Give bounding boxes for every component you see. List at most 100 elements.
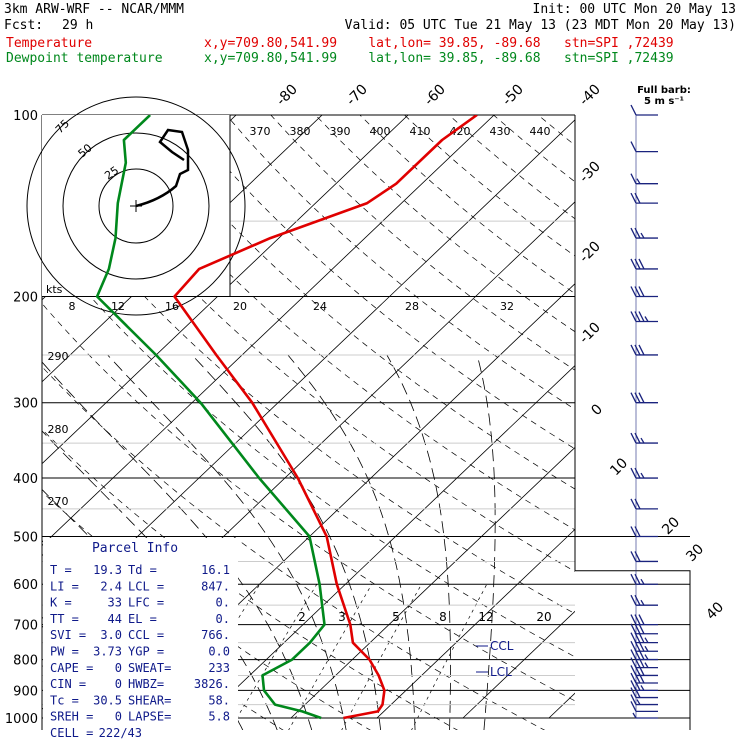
parcel-info-value: 0.0 bbox=[208, 645, 230, 659]
parcel-info-key: YGP = bbox=[128, 645, 164, 659]
dry-adiabat-label: 270 bbox=[48, 495, 69, 508]
wind-barb bbox=[630, 701, 658, 713]
pressure-label: 100 bbox=[13, 109, 38, 124]
wind-barb bbox=[630, 694, 658, 706]
barb-legend-unit: 5 m s⁻¹ bbox=[644, 96, 684, 107]
isotherm-label: -30 bbox=[576, 158, 603, 185]
isotherm-label: 40 bbox=[703, 599, 727, 623]
pressure-label: 800 bbox=[13, 654, 38, 669]
wind-barb bbox=[630, 392, 658, 404]
speed-tick-label: 20 bbox=[233, 300, 247, 313]
parcel-info-value: 58. bbox=[208, 693, 230, 707]
parcel-info-key: LFC = bbox=[128, 596, 164, 610]
parcel-info-row: TT = 44 EL = 0. bbox=[50, 612, 230, 626]
moist-adiabat-line bbox=[287, 354, 416, 730]
dewpoint-location: x,y=709.80,541.99 lat,lon= 39.85, -89.68… bbox=[204, 51, 674, 66]
parcel-info-key: SWEAT= bbox=[128, 661, 171, 675]
wind-barb bbox=[630, 498, 658, 510]
pressure-label: 200 bbox=[13, 291, 38, 306]
theta-label: 440 bbox=[530, 125, 551, 138]
wind-barb bbox=[630, 623, 658, 635]
pressure-label: 900 bbox=[13, 684, 38, 699]
isotherm-label: -50 bbox=[499, 81, 526, 108]
dry-adiabat-line bbox=[537, 115, 575, 146]
parcel-info-title: Parcel Info bbox=[92, 541, 178, 556]
dry-adiabat-line bbox=[42, 302, 575, 702]
forecast-hour: 29 h bbox=[62, 18, 94, 33]
dry-adiabat-line bbox=[0, 115, 23, 731]
wind-barb bbox=[630, 286, 658, 298]
isotherm-line bbox=[635, 115, 740, 718]
parcel-info-row: K = 33 LFC = 0. bbox=[50, 596, 230, 610]
mixing-ratio-label: 2 bbox=[298, 610, 306, 624]
isotherm-label: 10 bbox=[607, 455, 631, 479]
isotherm-line bbox=[548, 692, 575, 719]
isotherm-label: -70 bbox=[343, 81, 370, 108]
parcel-info-row: CAPE = 0 SWEAT= 233 bbox=[50, 661, 230, 675]
parcel-info-key: Tc = bbox=[50, 693, 79, 707]
mixing-ratio-label: 8 bbox=[439, 610, 447, 624]
theta-label: 400 bbox=[370, 125, 391, 138]
valid-time: Valid: 05 UTC Tue 21 May 13 (23 MDT Mon … bbox=[344, 18, 736, 33]
dry-adiabat-line bbox=[42, 366, 546, 730]
temperature-location: x,y=709.80,541.99 lat,lon= 39.85, -89.68… bbox=[204, 36, 674, 51]
dry-adiabat-label: 290 bbox=[48, 350, 69, 363]
wind-barb bbox=[630, 258, 658, 270]
parcel-info-key: SVI = bbox=[50, 628, 86, 642]
theta-label: 390 bbox=[330, 125, 351, 138]
parcel-info-value: 766. bbox=[201, 628, 230, 642]
speed-tick-label: 16 bbox=[165, 300, 179, 313]
wind-barb bbox=[630, 467, 658, 479]
mixing-ratio-label: 5 bbox=[392, 610, 400, 624]
parcel-info-key: CIN = bbox=[50, 677, 86, 691]
isotherm-line bbox=[204, 365, 575, 719]
speed-tick-label: 24 bbox=[313, 300, 327, 313]
theta-label: 380 bbox=[290, 125, 311, 138]
parcel-info-value: 0. bbox=[216, 612, 230, 626]
parcel-info-key: LI = bbox=[50, 579, 79, 593]
parcel-info-key: Td = bbox=[128, 563, 157, 577]
theta-label: 420 bbox=[450, 125, 471, 138]
parcel-info-key: SHEAR= bbox=[128, 693, 171, 707]
mixing-ratio-label: 3 bbox=[338, 610, 346, 624]
parcel-info-value: 0 bbox=[115, 710, 122, 724]
parcel-info-key: EL = bbox=[128, 612, 157, 626]
isotherm-label: -10 bbox=[576, 319, 603, 346]
wind-barb bbox=[630, 344, 658, 356]
init-time: Init: 00 UTC Mon 20 May 13 bbox=[532, 2, 737, 17]
pressure-label: 700 bbox=[13, 619, 38, 634]
parcel-info-row: PW = 3.73 YGP = 0.0 bbox=[50, 645, 230, 659]
speed-tick-label: 12 bbox=[111, 300, 125, 313]
mixing-ratio-line bbox=[411, 584, 488, 730]
ccl-marker: CCL bbox=[490, 639, 514, 653]
isotherm-label: 20 bbox=[659, 514, 683, 538]
mixing-ratio-label: 20 bbox=[536, 610, 551, 624]
parcel-info-value: 233 bbox=[208, 661, 230, 675]
parcel-info-panel bbox=[43, 538, 238, 730]
wind-barb bbox=[630, 141, 658, 153]
dry-adiabat-line bbox=[493, 115, 575, 183]
hodograph-ring bbox=[62, 132, 210, 280]
cell-label: CELL = bbox=[50, 726, 93, 740]
theta-label: 430 bbox=[490, 125, 511, 138]
wind-barb bbox=[630, 227, 658, 239]
model-title: 3km ARW-WRF -- NCAR/MMM bbox=[4, 2, 185, 17]
parcel-info-row: SVI = 3.0 CCL = 766. bbox=[50, 628, 230, 642]
barb-legend-title: Full barb: bbox=[637, 85, 691, 96]
parcel-info-value: 0 bbox=[115, 661, 122, 675]
hodograph-unit: kts bbox=[46, 283, 63, 296]
parcel-info-key: T = bbox=[50, 563, 72, 577]
isotherm-line bbox=[290, 446, 575, 719]
parcel-info-row: CIN = 0 HWBZ= 3826. bbox=[50, 677, 230, 691]
isotherm-label: 30 bbox=[683, 541, 707, 565]
wind-barb bbox=[630, 573, 658, 585]
isotherm-label: -20 bbox=[576, 238, 603, 265]
parcel-info-value: 16.1 bbox=[201, 563, 230, 577]
speed-tick-label: 32 bbox=[500, 300, 514, 313]
parcel-info-key: PW = bbox=[50, 645, 79, 659]
pressure-label: 600 bbox=[13, 578, 38, 593]
dewpoint-legend: Dewpoint temperature bbox=[6, 51, 163, 66]
parcel-info-key: TT = bbox=[50, 612, 79, 626]
wind-barb bbox=[630, 104, 658, 116]
